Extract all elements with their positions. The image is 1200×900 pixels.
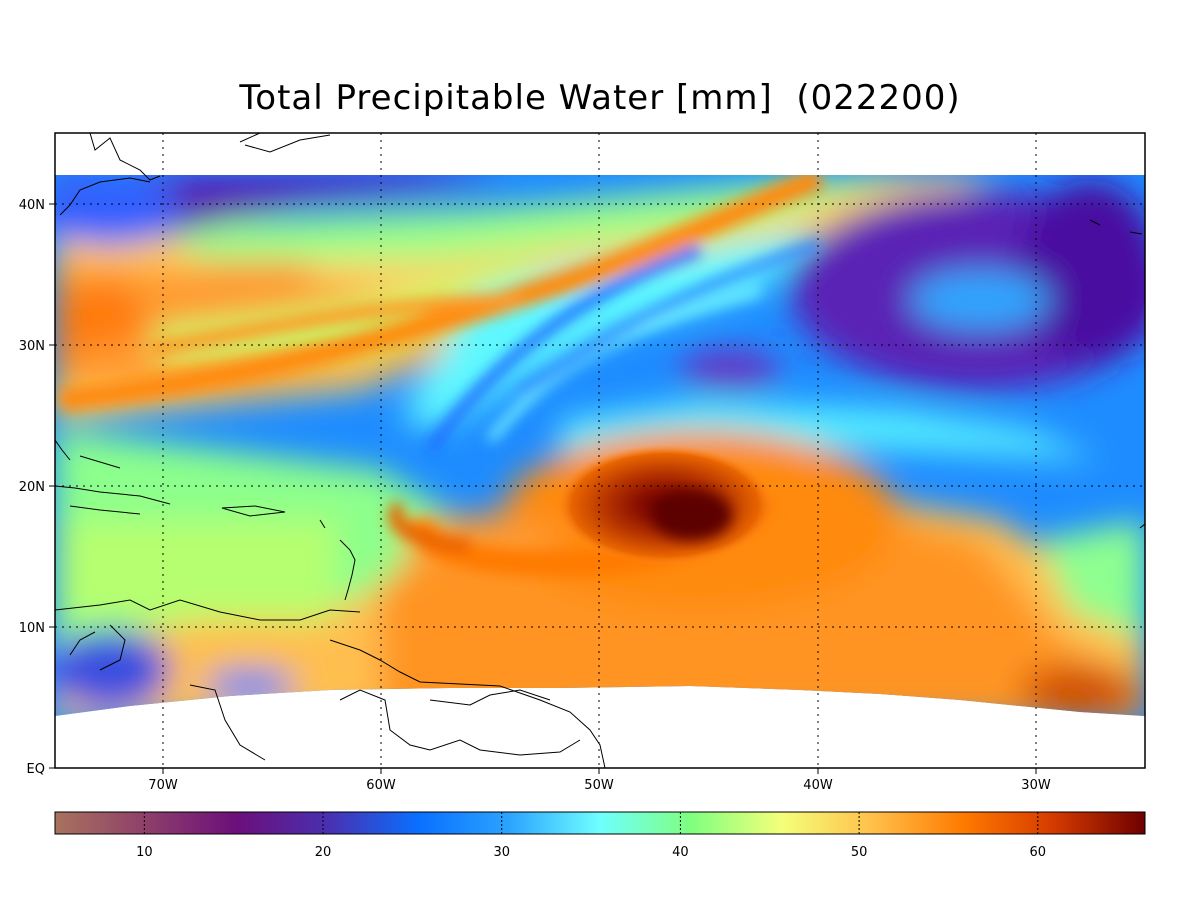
- coastlines: [55, 133, 1145, 768]
- lon-label: 30W: [1021, 778, 1051, 793]
- colorbar-tick-label: 50: [851, 845, 868, 860]
- colorbar-frame: [54, 811, 1146, 835]
- lon-label: 70W: [148, 778, 178, 793]
- axis-ticks: [49, 203, 1037, 774]
- lat-label: EQ: [27, 762, 45, 777]
- colorbar-tick-label: 40: [672, 845, 689, 860]
- lon-label: 50W: [584, 778, 614, 793]
- colorbar-tick-label: 10: [136, 845, 153, 860]
- lat-label: 10N: [19, 621, 45, 636]
- lon-label: 40W: [803, 778, 833, 793]
- lon-label: 60W: [366, 778, 396, 793]
- colorbar-tick-label: 30: [493, 845, 510, 860]
- longitude-labels: 70W 60W 50W 40W 30W: [148, 778, 1051, 793]
- colorbar: 10 20 30 40 50 60: [54, 811, 1146, 860]
- colorbar-tick-label: 20: [315, 845, 332, 860]
- colorbar-gradient: [55, 812, 1145, 834]
- latitude-labels: 40N 30N 20N 10N EQ: [19, 198, 45, 777]
- gridlines: [55, 133, 1145, 768]
- map-frame: [54, 132, 1146, 769]
- lat-label: 30N: [19, 339, 45, 354]
- colorbar-labels: 10 20 30 40 50 60: [136, 845, 1046, 860]
- lat-label: 20N: [19, 480, 45, 495]
- data-field: [55, 175, 1145, 716]
- lat-label: 40N: [19, 198, 45, 213]
- colorbar-tick-label: 60: [1030, 845, 1047, 860]
- map-title: Total Precipitable Water [mm] (022200): [239, 78, 961, 118]
